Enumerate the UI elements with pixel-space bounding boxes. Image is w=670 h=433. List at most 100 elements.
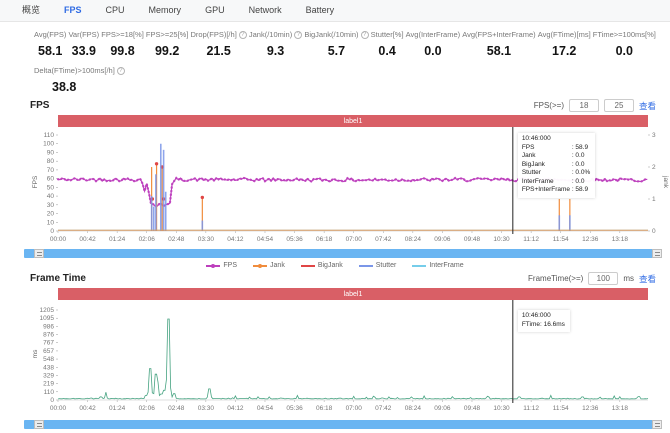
svg-text:05:36: 05:36	[286, 236, 303, 243]
legend-item-interframe[interactable]: InterFrame	[412, 261, 464, 270]
frametime-view-link[interactable]: 查看	[638, 273, 656, 284]
legend-label: FPS	[223, 262, 238, 269]
svg-text:07:42: 07:42	[375, 236, 392, 243]
help-icon[interactable]: ?	[294, 30, 303, 39]
tab-cpu[interactable]: CPU	[105, 5, 125, 15]
svg-text:13:18: 13:18	[612, 405, 629, 412]
fps-view-link[interactable]: 查看	[638, 100, 656, 111]
help-icon[interactable]: ?	[238, 30, 247, 39]
svg-text:03:30: 03:30	[198, 405, 215, 412]
legend-label: BigJank	[317, 262, 343, 269]
series-ftime	[57, 318, 649, 400]
stat-label: FPS>=18[%]	[101, 30, 144, 39]
svg-text:12:36: 12:36	[582, 236, 599, 243]
stat-item-4: Drop(FPS)[/h]? 21.5	[191, 30, 247, 58]
svg-text:100: 100	[43, 141, 54, 148]
svg-text:329: 329	[43, 372, 54, 379]
svg-text:01:24: 01:24	[109, 236, 126, 243]
fps-threshold-input-1[interactable]	[568, 99, 599, 112]
svg-text:04:12: 04:12	[227, 405, 244, 412]
svg-text:10:30: 10:30	[493, 236, 510, 243]
svg-text:438: 438	[43, 364, 54, 371]
svg-text:1: 1	[652, 196, 656, 203]
stat-label: Var(FPS)	[68, 30, 100, 39]
legend-marker-icon	[206, 263, 221, 268]
frametime-unit-label: ms	[623, 274, 634, 283]
fps-chart-legend: FPS Jank BigJank Stutter InterFrame	[0, 261, 670, 270]
tab-fps[interactable]: FPS	[64, 5, 82, 15]
tab-network[interactable]: Network	[248, 5, 282, 15]
stat-value: 5.7	[327, 44, 346, 58]
frametime-threshold-input[interactable]	[588, 272, 619, 285]
stat-item-10: Avg(FTime)[ms] 17.2	[538, 30, 591, 58]
scrollbar-right-handle[interactable]	[652, 249, 662, 258]
svg-text:767: 767	[43, 340, 54, 347]
legend-item-jank[interactable]: Jank	[253, 261, 285, 270]
svg-text:13:18: 13:18	[612, 236, 629, 243]
svg-text:00:00: 00:00	[50, 236, 67, 243]
fps-chart-scrollbar[interactable]	[24, 249, 662, 258]
svg-text:06:18: 06:18	[316, 405, 333, 412]
svg-text:09:06: 09:06	[434, 236, 451, 243]
stat-item-2: FPS>=18[%] 99.8	[101, 30, 144, 58]
legend-item-bigjank[interactable]: BigJank	[300, 261, 343, 270]
svg-text:06:18: 06:18	[316, 236, 333, 243]
svg-text:03:30: 03:30	[198, 236, 215, 243]
tab-memory[interactable]: Memory	[148, 5, 182, 15]
stat-value: 99.2	[154, 44, 180, 58]
fps-section-title: FPS	[30, 100, 50, 111]
legend-item-fps[interactable]: FPS	[206, 261, 237, 270]
stat-label: BigJank(/10min)	[304, 30, 359, 39]
svg-text:80: 80	[47, 158, 55, 165]
frametime-chart-scrollbar[interactable]	[24, 420, 662, 429]
tooltip-row: FTime: 16.6ms	[521, 320, 565, 328]
svg-text:01:24: 01:24	[109, 405, 126, 412]
stat-item-6: BigJank(/10min)? 5.7	[304, 30, 369, 58]
stat-value: 21.5	[206, 44, 231, 58]
tooltip-time: 10:46:000	[521, 135, 551, 142]
stat-label: Drop(FPS)[/h]	[190, 30, 237, 39]
fps-threshold-input-2[interactable]	[603, 99, 634, 112]
svg-text:1095: 1095	[40, 315, 55, 322]
scrollbar-left-handle[interactable]	[34, 420, 44, 429]
legend-item-stutter[interactable]: Stutter	[358, 261, 396, 270]
svg-text:11:54: 11:54	[553, 405, 569, 412]
stat-value: 0.0	[615, 44, 633, 58]
svg-text:09:48: 09:48	[464, 236, 481, 243]
stat-value: 58.1	[38, 44, 63, 58]
svg-text:986: 986	[43, 323, 54, 330]
stat-label: Stutter[%]	[370, 30, 404, 39]
legend-marker-icon	[412, 264, 427, 267]
stat-label: Avg(FPS)	[34, 30, 67, 39]
frametime-chart-banner: label1	[58, 288, 648, 300]
help-icon[interactable]: ?	[360, 30, 369, 39]
stat-value: 9.3	[266, 44, 285, 58]
scrollbar-left-handle[interactable]	[34, 249, 44, 258]
svg-text:11:54: 11:54	[553, 236, 569, 243]
legend-label: Jank	[270, 262, 285, 269]
scrollbar-right-handle[interactable]	[652, 420, 662, 429]
fps-threshold-label: FPS(>=)	[533, 101, 564, 110]
tooltip-row: BigJank: 0.0	[521, 160, 585, 168]
stat-item-3: FPS>=25[%] 99.2	[146, 30, 189, 58]
tab-overview[interactable]: 概览	[22, 5, 41, 15]
legend-marker-icon	[358, 264, 373, 267]
fps-section-header: FPS FPS(>=) 查看	[0, 99, 670, 112]
stat-value: 33.9	[71, 44, 96, 58]
tab-gpu[interactable]: GPU	[205, 5, 225, 15]
tab-battery[interactable]: Battery	[305, 5, 335, 15]
help-icon[interactable]: ?	[116, 66, 125, 75]
stat-label: Avg(InterFrame)	[405, 30, 461, 39]
stat-item-11: FTime>=100ms[%] 0.0	[593, 30, 656, 58]
svg-text:jank: jank	[662, 175, 669, 189]
svg-text:07:00: 07:00	[346, 236, 363, 243]
fps-threshold-controls: FPS(>=) 查看	[534, 99, 656, 112]
tooltip-time: 10:46:000	[521, 312, 551, 319]
stat-delta-label: Delta(FTime)>100ms[/h]	[34, 66, 115, 75]
fps-tooltip: 10:46:000 FPS: 58.9 Jank: 0.0 BigJank: 0.0 S…	[517, 133, 596, 198]
svg-text:08:24: 08:24	[405, 405, 422, 412]
svg-text:3: 3	[652, 132, 656, 139]
svg-text:110: 110	[44, 132, 55, 139]
